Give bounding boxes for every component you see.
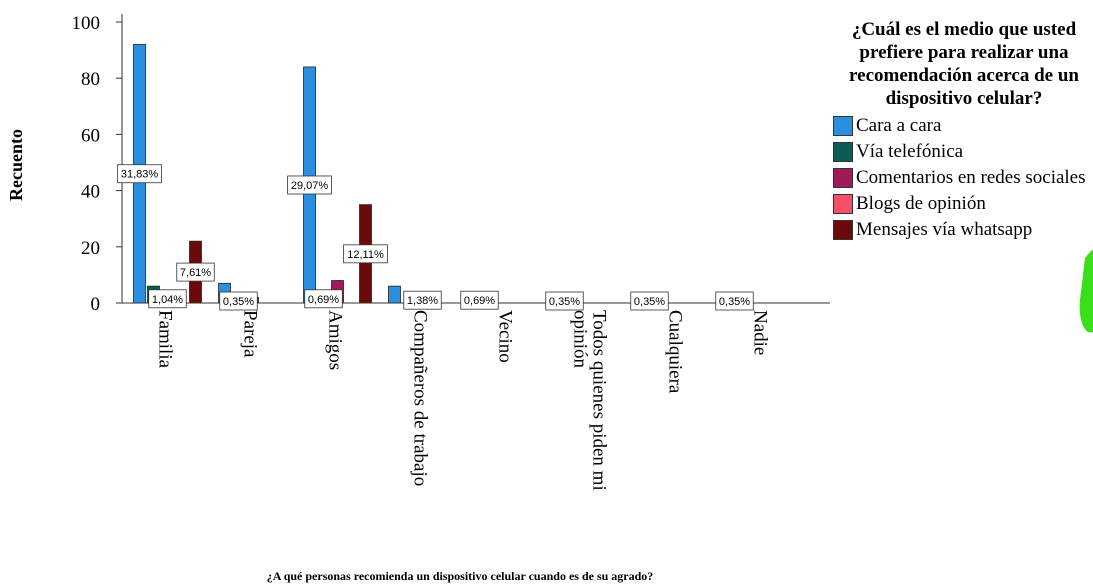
x-tick-label: Compañeros de trabajo [410, 310, 431, 486]
legend-label: Vía telefónica [856, 141, 964, 162]
value-label: 1,38% [403, 290, 442, 310]
legend-entry: Comentarios en redes sociales [833, 168, 1091, 188]
value-label-text: 0,35% [634, 296, 665, 308]
value-label: 12,11% [343, 244, 388, 264]
value-label-text: 29,07% [291, 180, 329, 192]
legend-swatch [833, 220, 853, 240]
value-label: 0,35% [630, 291, 669, 311]
y-tick-label: 100 [72, 13, 101, 34]
legend-swatch [833, 168, 853, 188]
value-label-text: 0,69% [308, 294, 339, 306]
value-label-text: 1,04% [152, 294, 183, 306]
legend: ¿Cuál es el medio que usted prefiere par… [833, 18, 1091, 240]
legend-label: Comentarios en redes sociales [856, 167, 1086, 188]
y-tick-label: 80 [81, 69, 100, 90]
value-label-text: 1,38% [407, 295, 438, 307]
label-box [148, 289, 187, 309]
bar [388, 285, 401, 304]
value-label: 1,04% [148, 289, 187, 309]
value-label-text: 0,35% [719, 296, 750, 308]
x-tick-label: Nadie [750, 310, 771, 355]
value-label-text: 0,69% [464, 295, 495, 307]
legend-swatch [833, 116, 853, 136]
label-box [287, 175, 332, 195]
x-tick-label: Vecino [495, 310, 516, 363]
y-axis-label: Recuento [6, 129, 26, 201]
x-tick-label: Amigos [325, 310, 346, 370]
legend-label: Cara a cara [856, 115, 942, 136]
label-box [715, 291, 754, 311]
label-box [630, 291, 669, 311]
value-label: 0,35% [715, 291, 754, 311]
y-tick-label: 0 [91, 294, 101, 315]
legend-title: ¿Cuál es el medio que usted prefiere par… [849, 19, 1079, 109]
label-box [460, 290, 499, 310]
value-label: 31,83% [117, 164, 162, 184]
chart-title: ¿A qué personas recomienda un dispositiv… [267, 569, 654, 583]
legend-entry: Cara a cara [833, 116, 1091, 136]
label-box [117, 164, 162, 184]
value-label: 29,07% [287, 175, 332, 195]
label-box [545, 291, 584, 311]
value-label: 0,69% [304, 289, 343, 309]
legend-label: Blogs de opinión [856, 193, 986, 214]
legend-entry: Mensajes vía whatsapp [833, 220, 1091, 240]
y-tick-label: 40 [81, 182, 100, 203]
x-tick-label: Cualquiera [665, 310, 686, 394]
decoration [1079, 249, 1093, 333]
legend-entry: Vía telefónica [833, 142, 1091, 162]
y-tick-label: 20 [81, 238, 100, 259]
value-label-text: 0,35% [549, 296, 580, 308]
value-label: 0,35% [219, 291, 258, 311]
value-label-text: 31,83% [121, 169, 159, 181]
legend-swatch [833, 142, 853, 162]
x-tick-label: Todos quienes piden miopinión [570, 310, 610, 491]
value-label-text: 0,35% [223, 296, 254, 308]
label-box [176, 262, 215, 282]
label-box [403, 290, 442, 310]
legend-swatch [833, 194, 853, 214]
value-label: 0,69% [460, 290, 499, 310]
label-box [343, 244, 388, 264]
value-label-text: 7,61% [180, 267, 211, 279]
legend-entry: Blogs de opinión [833, 194, 1091, 214]
label-box [219, 291, 258, 311]
value-label: 7,61% [176, 262, 215, 282]
x-tick-label: Familia [155, 310, 176, 369]
value-label-text: 12,11% [347, 249, 384, 261]
legend-label: Mensajes vía whatsapp [856, 219, 1033, 240]
label-box [304, 289, 343, 309]
y-tick-label: 60 [81, 125, 100, 146]
x-tick-label: Pareja [240, 310, 261, 358]
value-label: 0,35% [545, 291, 584, 311]
